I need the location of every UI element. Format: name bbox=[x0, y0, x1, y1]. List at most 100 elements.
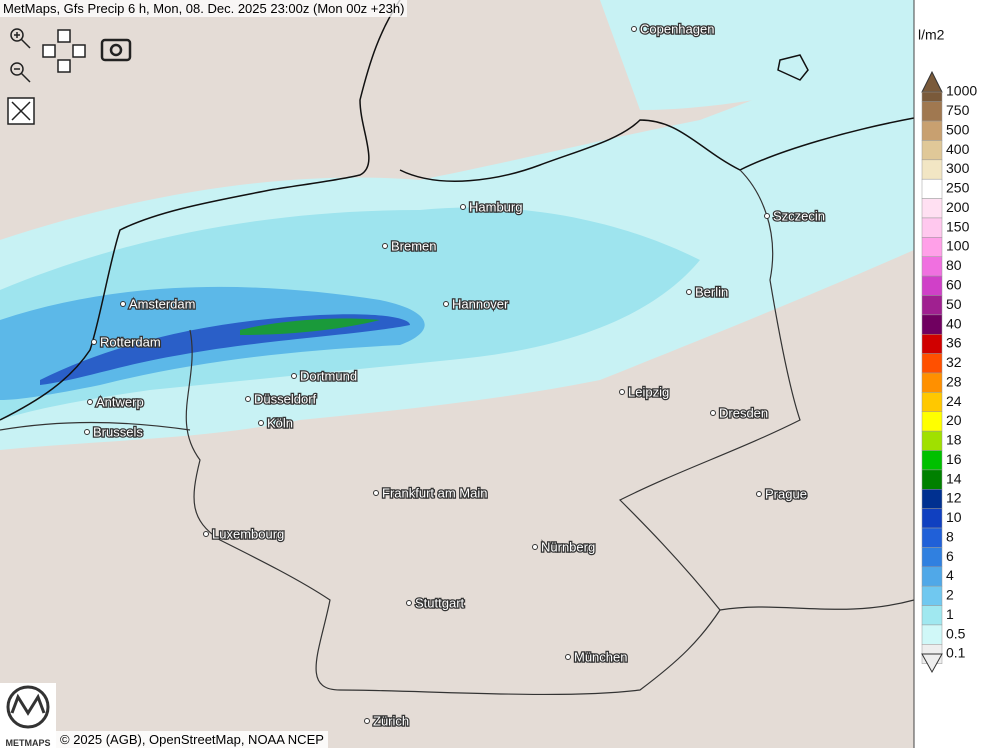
legend-label: 24 bbox=[946, 393, 962, 409]
legend-swatch bbox=[921, 489, 943, 509]
legend-swatch bbox=[921, 256, 943, 277]
legend-swatch bbox=[921, 469, 943, 490]
city-marker bbox=[120, 301, 126, 307]
pan[interactable] bbox=[42, 29, 86, 73]
legend-label: 50 bbox=[946, 296, 962, 312]
legend-swatch bbox=[921, 585, 943, 606]
city-label: Berlin bbox=[695, 284, 728, 299]
map-controls bbox=[7, 28, 132, 125]
legend-swatch bbox=[921, 353, 943, 374]
city-marker bbox=[756, 491, 762, 497]
city-label: Copenhagen bbox=[640, 21, 714, 36]
city-label: Rotterdam bbox=[100, 334, 161, 349]
legend-swatch bbox=[921, 314, 943, 335]
legend-label: 300 bbox=[946, 160, 970, 176]
legend-label: 40 bbox=[946, 315, 962, 331]
city-marker bbox=[91, 339, 97, 345]
city-label: Bremen bbox=[391, 238, 437, 253]
legend-swatch bbox=[921, 178, 943, 199]
legend-label: 100 bbox=[946, 238, 970, 254]
legend-label: 32 bbox=[946, 354, 962, 370]
city-label: Düsseldorf bbox=[254, 391, 317, 406]
screenshot[interactable] bbox=[100, 38, 132, 62]
city-marker bbox=[443, 301, 449, 307]
legend-unit: l/m2 bbox=[918, 27, 945, 43]
legend-label: 500 bbox=[946, 121, 970, 137]
city-label: Zürich bbox=[373, 713, 409, 728]
logo-icon bbox=[6, 685, 50, 729]
legend-label: 14 bbox=[946, 470, 962, 486]
legend-label: 400 bbox=[946, 141, 970, 157]
legend-arrow-bottom bbox=[921, 653, 943, 674]
city-marker bbox=[258, 420, 264, 426]
city-label: Stuttgart bbox=[415, 595, 465, 610]
city-label: Nürnberg bbox=[541, 539, 595, 554]
city-label: Köln bbox=[267, 415, 293, 430]
legend-label: 6 bbox=[946, 548, 954, 564]
zoom-in[interactable] bbox=[10, 28, 31, 49]
legend-label: 18 bbox=[946, 432, 962, 448]
fullscreen[interactable] bbox=[7, 97, 35, 125]
legend-label: 1 bbox=[946, 606, 954, 622]
legend-swatch bbox=[921, 605, 943, 626]
city-marker bbox=[84, 429, 90, 435]
legend-swatch bbox=[921, 237, 943, 257]
legend-label: 250 bbox=[946, 180, 970, 196]
city-label: Hannover bbox=[452, 296, 509, 311]
legend-swatch bbox=[921, 450, 943, 471]
city-marker bbox=[291, 373, 297, 379]
city-marker bbox=[764, 213, 770, 219]
legend-label: 200 bbox=[946, 199, 970, 215]
legend-swatch bbox=[921, 159, 943, 180]
city-label: Hamburg bbox=[469, 199, 522, 214]
legend-label: 2 bbox=[946, 587, 954, 603]
legend-label: 0.1 bbox=[946, 645, 966, 661]
legend-label: 60 bbox=[946, 276, 962, 292]
credit: © 2025 (AGB), OpenStreetMap, NOAA NCEP bbox=[56, 731, 328, 748]
borders bbox=[0, 169, 915, 696]
map-title: MetMaps, Gfs Precip 6 h, Mon, 08. Dec. 2… bbox=[0, 0, 408, 17]
city-marker bbox=[686, 289, 692, 295]
legend-swatch bbox=[921, 566, 943, 587]
precipitation bbox=[0, 0, 914, 450]
city-label: München bbox=[574, 649, 627, 664]
city-label: Antwerp bbox=[96, 394, 144, 409]
city-label: Dortmund bbox=[300, 368, 357, 383]
legend-swatch bbox=[921, 198, 943, 219]
legend-label: 80 bbox=[946, 257, 962, 273]
city-label: Szczecin bbox=[773, 208, 825, 223]
city-label: Amsterdam bbox=[129, 296, 195, 311]
legend-swatch bbox=[921, 295, 943, 316]
legend-label: 750 bbox=[946, 102, 970, 118]
legend-swatch bbox=[921, 101, 943, 122]
legend-swatch bbox=[921, 430, 943, 451]
city-marker bbox=[619, 389, 625, 395]
legend-swatch bbox=[921, 411, 943, 432]
legend-label: 16 bbox=[946, 451, 962, 467]
city-marker bbox=[631, 26, 637, 32]
legend-swatch bbox=[921, 372, 943, 393]
logo: METMAPS bbox=[0, 683, 56, 748]
legend-label: 36 bbox=[946, 335, 962, 351]
legend-swatch bbox=[921, 547, 943, 568]
legend-label: 150 bbox=[946, 218, 970, 234]
legend-label: 12 bbox=[946, 490, 962, 506]
city-label: Brussels bbox=[93, 424, 143, 439]
city-label: Luxembourg bbox=[212, 526, 284, 541]
legend-swatch bbox=[921, 392, 943, 413]
legend-label: 20 bbox=[946, 412, 962, 428]
zoom-out[interactable] bbox=[10, 62, 31, 83]
city-label: Dresden bbox=[719, 405, 768, 420]
city-marker bbox=[87, 399, 93, 405]
city-marker bbox=[406, 600, 412, 606]
city-marker bbox=[710, 410, 716, 416]
city-marker bbox=[382, 243, 388, 249]
city-marker bbox=[373, 490, 379, 496]
legend-swatch bbox=[921, 91, 943, 102]
legend-swatch bbox=[921, 217, 943, 238]
legend-label: 28 bbox=[946, 373, 962, 389]
city-label: Leipzig bbox=[628, 384, 669, 399]
city-marker bbox=[532, 544, 538, 550]
